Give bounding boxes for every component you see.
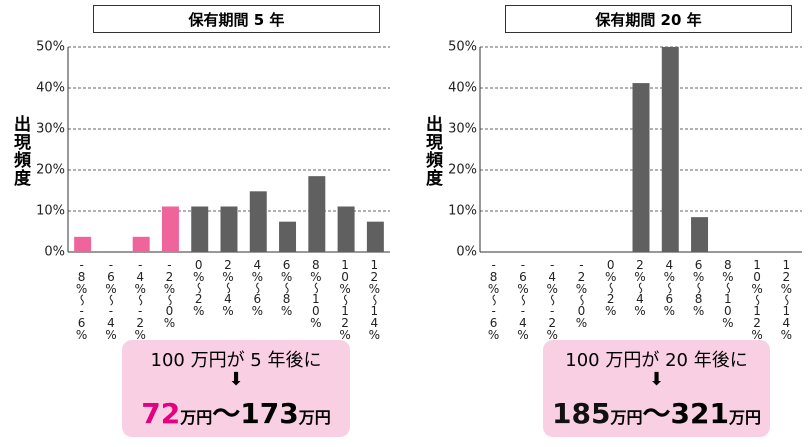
x-tick-label: 2%〜4%	[633, 258, 647, 316]
y-tick-label: 0%	[456, 245, 477, 260]
bar	[161, 206, 179, 252]
x-tick-label: -8%〜-6%	[74, 258, 89, 340]
x-tick-label: 6%〜8%	[691, 258, 706, 316]
x-tick-label: 8%〜10%	[308, 258, 323, 328]
x-tick-label: 10%〜12%	[338, 258, 353, 340]
x-tick-label: -2%〜0%	[574, 258, 589, 328]
y-tick-label: 20%	[448, 163, 477, 178]
x-tick-label: 12%〜14%	[779, 258, 794, 340]
bar	[191, 206, 209, 252]
bar	[632, 83, 650, 252]
result-range: 72万円〜173万円	[122, 392, 350, 432]
high-value: 321	[670, 397, 729, 430]
x-tick-label: 12%〜14%	[367, 258, 382, 340]
high-unit: 万円	[728, 408, 761, 427]
result-box: 100 万円が 5 年後に ⬇ 72万円〜173万円	[122, 340, 350, 437]
bar	[74, 236, 92, 252]
x-tick-label: -4%〜-2%	[545, 258, 560, 340]
low-value: 72	[141, 397, 181, 430]
y-tick-label: 40%	[448, 81, 477, 96]
low-unit: 万円	[180, 408, 213, 427]
x-tick-label: 6%〜8%	[279, 258, 294, 316]
y-tick-label: 30%	[448, 122, 477, 137]
x-tick-label: 4%〜6%	[662, 258, 677, 316]
x-tick-label: -8%〜-6%	[486, 258, 501, 340]
bar	[279, 221, 297, 252]
x-tick-label: 10%〜12%	[750, 258, 765, 340]
x-tick-label: 4%〜6%	[250, 258, 265, 316]
high-unit: 万円	[298, 408, 331, 427]
y-tick-label: 30%	[36, 122, 65, 137]
separator: 〜	[212, 397, 241, 430]
result-text: 100 万円が 20 年後に	[565, 350, 748, 371]
low-unit: 万円	[610, 408, 643, 427]
bar	[337, 206, 355, 252]
result-range: 185万円〜321万円	[543, 392, 770, 432]
x-tick-label: 0%〜2%	[191, 258, 206, 316]
chart-title: 保有期間 20 年	[505, 5, 792, 33]
x-tick-label: 0%〜2%	[603, 258, 618, 316]
x-tick-label: -4%〜-2%	[133, 258, 148, 340]
x-tick-label: 2%〜4%	[221, 258, 235, 316]
bar	[308, 176, 326, 252]
bar	[691, 217, 709, 252]
x-tick-label: 8%〜10%	[720, 258, 735, 328]
bar	[220, 206, 238, 252]
x-tick-label: -6%〜-4%	[515, 258, 530, 340]
y-axis-label: 出現頻度	[10, 115, 30, 187]
arrow: ⬇	[648, 369, 665, 390]
y-tick-label: 10%	[448, 204, 477, 219]
low-value: 185	[552, 397, 611, 430]
x-tick-label: -2%〜0%	[162, 258, 177, 328]
bar	[249, 191, 267, 252]
x-tick-label: -6%〜-4%	[103, 258, 118, 340]
arrow: ⬇	[228, 369, 244, 390]
high-value: 173	[240, 397, 299, 430]
bar	[661, 47, 679, 252]
y-tick-label: 50%	[36, 40, 65, 55]
bar	[132, 236, 150, 252]
y-tick-label: 0%	[44, 245, 65, 260]
y-tick-label: 10%	[36, 204, 65, 219]
chart-title: 保有期間 5 年	[93, 5, 380, 33]
bar	[366, 221, 384, 252]
y-tick-label: 40%	[36, 81, 65, 96]
y-tick-label: 50%	[448, 40, 477, 55]
y-tick-label: 20%	[36, 163, 65, 178]
result-text: 100 万円が 5 年後に	[150, 350, 322, 371]
separator: 〜	[642, 397, 671, 430]
y-axis-label: 出現頻度	[422, 115, 442, 187]
result-box: 100 万円が 20 年後に ⬇ 185万円〜321万円	[543, 340, 770, 437]
